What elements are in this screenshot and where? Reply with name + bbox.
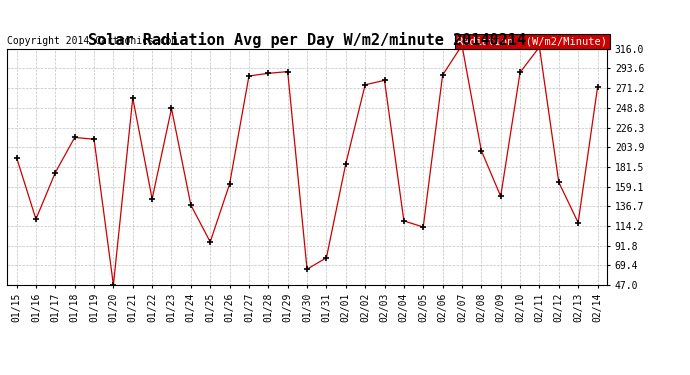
Text: Radiation  (W/m2/Minute): Radiation (W/m2/Minute) <box>457 36 607 46</box>
Text: Copyright 2014 Cartronics.com: Copyright 2014 Cartronics.com <box>7 36 177 46</box>
Title: Solar Radiation Avg per Day W/m2/minute 20140214: Solar Radiation Avg per Day W/m2/minute … <box>88 32 526 48</box>
